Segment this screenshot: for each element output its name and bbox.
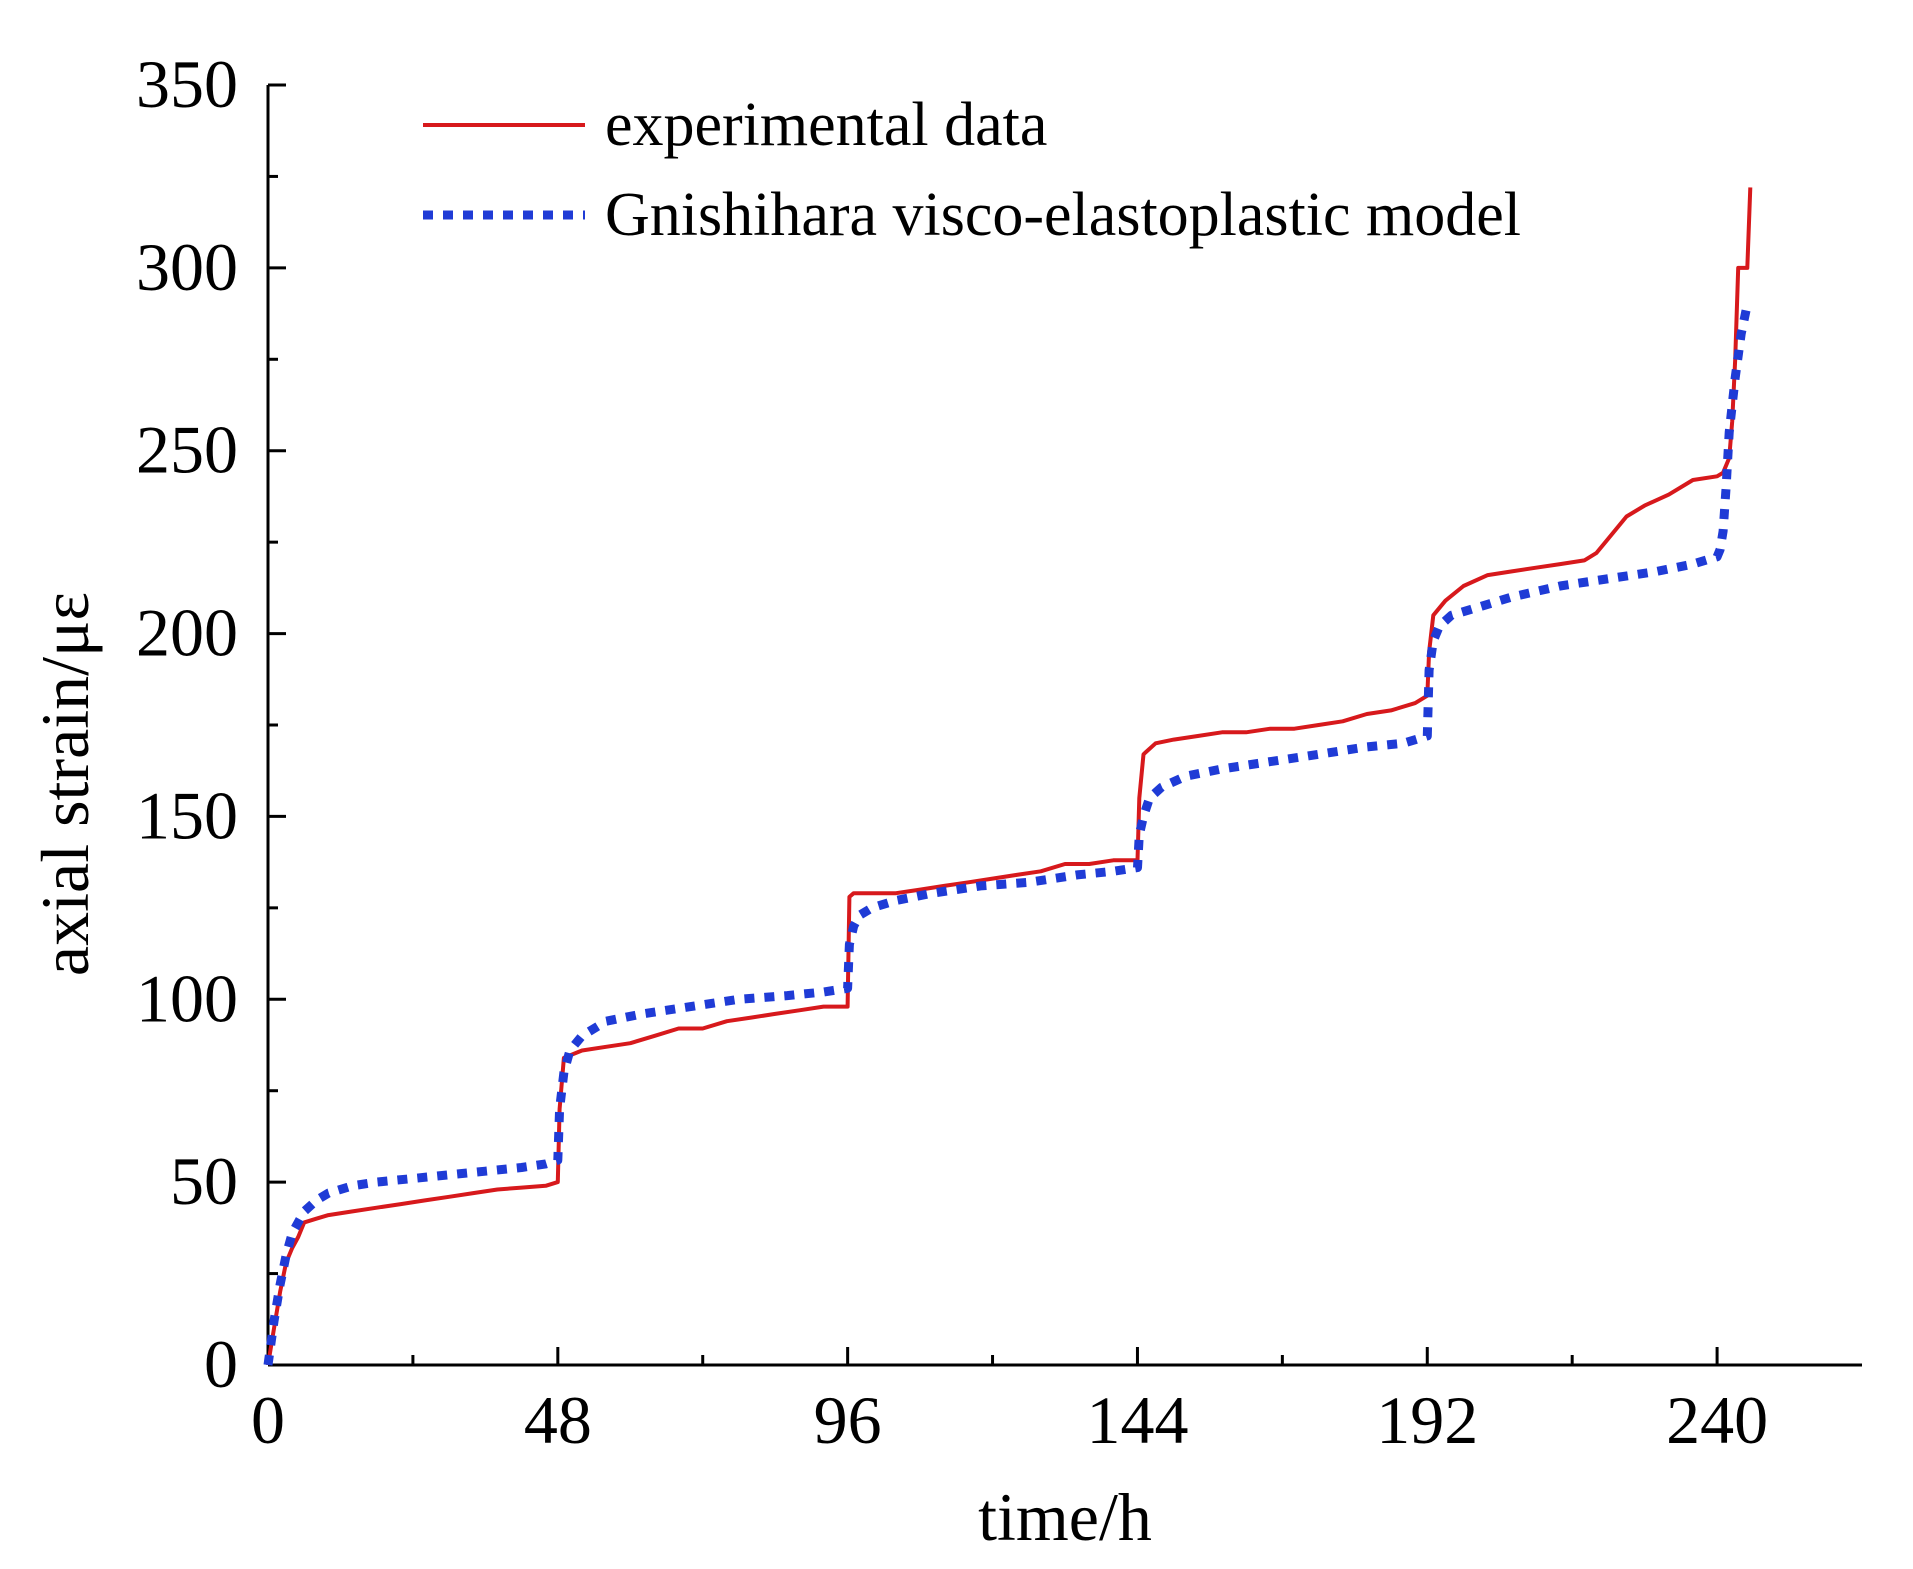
x-tick-label: 48 [524,1382,592,1458]
x-axis-title: time/h [978,1479,1152,1555]
x-tick-label: 192 [1376,1382,1478,1458]
x-tick-label: 144 [1086,1382,1188,1458]
y-tick-label: 150 [136,777,238,853]
y-tick-label: 350 [136,46,238,122]
y-tick-label: 50 [170,1143,238,1219]
y-tick-label: 100 [136,960,238,1036]
y-tick-label: 300 [136,229,238,305]
legend-label-2: Gnishihara visco-elastoplastic model [605,181,1521,249]
series-line-2 [263,303,1752,1366]
y-tick-label: 200 [136,595,238,671]
y-tick-label: 250 [136,412,238,488]
x-tick-label: 96 [814,1382,882,1458]
series-layer [263,187,1753,1366]
legend: experimental data Gnishihara visco-elasto… [423,91,1521,249]
y-tick-label: 0 [204,1326,238,1402]
axes: 0 48 96 144 192 240 0 50 100 150 200 250 300 350 [136,46,1862,1458]
legend-label-1: experimental data [605,91,1047,159]
x-tick-label: 0 [251,1382,285,1458]
series-line-1 [266,187,1753,1366]
x-tick-label: 240 [1666,1382,1768,1458]
y-axis-title: axial strain/με [27,592,103,976]
